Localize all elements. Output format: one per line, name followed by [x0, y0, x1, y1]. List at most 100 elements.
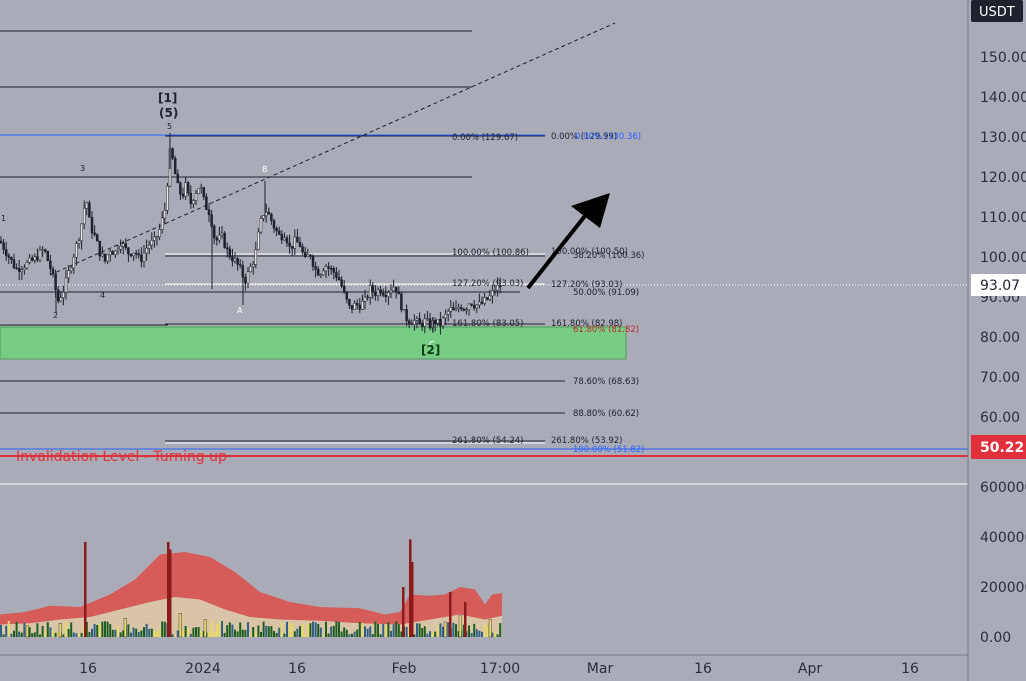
- volume-bar: [327, 633, 330, 637]
- volume-bar: [171, 634, 174, 637]
- volume-bar: [382, 623, 385, 637]
- candle-body: [467, 303, 471, 310]
- volume-bar: [475, 629, 478, 637]
- volume-bar: [353, 631, 356, 637]
- candle-body: [41, 249, 44, 251]
- volume-bar: [330, 626, 333, 637]
- candle-body: [69, 267, 73, 271]
- candle-body: [137, 253, 141, 256]
- volume-bar: [309, 623, 312, 637]
- volume-bar: [314, 622, 317, 637]
- volume-bar: [458, 615, 462, 638]
- price-tick-label: 150.00: [980, 50, 1026, 66]
- candle-body: [218, 234, 221, 241]
- last-price-label: 93.07: [980, 278, 1020, 294]
- volume-bar: [33, 632, 36, 637]
- fib-label: 261.80% (53.92): [551, 436, 623, 446]
- last-price-badge: [971, 274, 1026, 296]
- time-tick-label: 16: [694, 661, 712, 677]
- candle-body: [296, 236, 299, 243]
- fib-label: 100.00% (100.50): [551, 247, 628, 257]
- candle-body: [88, 202, 91, 218]
- candle-body: [23, 267, 26, 271]
- volume-tick-label: 0.00: [980, 630, 1011, 646]
- candle-body: [199, 187, 203, 189]
- time-axis: 16 2024 16 Feb 17:00 Mar 16 Apr 16: [0, 654, 968, 677]
- volume-bar: [215, 624, 218, 637]
- fib-label: 127.20% (93.03): [551, 280, 623, 290]
- candle-body: [114, 250, 117, 255]
- volume-bar: [119, 632, 122, 637]
- volume-bar: [411, 562, 414, 637]
- volume-bar: [54, 632, 57, 637]
- volume-bar: [78, 633, 80, 637]
- wave-label-4: 4: [100, 291, 105, 300]
- candle-body: [124, 243, 128, 249]
- candle-body: [246, 271, 250, 284]
- volume-bar: [234, 629, 236, 637]
- candle-body: [59, 297, 63, 302]
- candle-body: [288, 242, 291, 247]
- time-tick-label: Apr: [798, 661, 822, 677]
- candle-body: [181, 193, 185, 197]
- volume-bar: [254, 632, 257, 637]
- candle-body: [51, 268, 55, 274]
- candle-body: [129, 253, 133, 257]
- candle-body: [355, 303, 359, 306]
- volume-bar: [496, 634, 499, 637]
- volume-bar: [174, 634, 177, 637]
- candle-body: [426, 318, 429, 321]
- volume-bar: [93, 624, 96, 637]
- volume-bar: [426, 633, 429, 637]
- currency-label: USDT: [979, 5, 1015, 20]
- volume-bar: [483, 624, 486, 637]
- candle-body: [7, 255, 11, 258]
- wave-label-a: A: [237, 306, 243, 315]
- candle-body: [428, 318, 432, 329]
- time-tick-label: 16: [288, 661, 306, 677]
- candle-body: [324, 266, 328, 272]
- candle-body: [134, 252, 138, 255]
- volume-bar: [257, 625, 260, 637]
- candle-body: [72, 256, 76, 269]
- volume-bar: [332, 625, 335, 637]
- volume-bar: [123, 618, 127, 638]
- candle-body: [433, 320, 437, 324]
- volume-bar: [457, 631, 460, 637]
- volume-bar: [434, 631, 437, 637]
- wave-label-b: B: [262, 165, 268, 174]
- candle-body: [80, 223, 83, 242]
- volume-bar: [377, 624, 379, 637]
- price-tick-label: 140.00: [980, 90, 1026, 106]
- candle-body: [236, 258, 239, 265]
- volume-bar: [270, 626, 273, 637]
- candle-body: [472, 304, 476, 309]
- candle-body: [290, 245, 294, 249]
- candle-body: [379, 289, 382, 294]
- candle-body: [405, 309, 408, 321]
- candle-body: [350, 305, 354, 310]
- volume-bar: [150, 628, 153, 637]
- wave-label-c: C: [429, 340, 435, 349]
- fib-label: 100.00% (51.82): [573, 445, 645, 455]
- currency-badge: [971, 0, 1023, 22]
- volume-bar: [409, 539, 412, 637]
- candle-body: [238, 264, 242, 266]
- volume-bar: [351, 633, 353, 637]
- volume-bar: [62, 634, 65, 637]
- volume-tick-label: 400000: [980, 530, 1026, 546]
- candle-body: [132, 252, 135, 257]
- volume-bar: [70, 622, 73, 637]
- candle-body: [179, 182, 182, 195]
- candle-body: [90, 217, 94, 234]
- volume-bar: [197, 627, 200, 637]
- volume-bar: [291, 623, 294, 637]
- candle-body: [493, 290, 497, 292]
- time-tick-label: Mar: [587, 661, 614, 677]
- fib-label: 0.00% (130.36): [575, 132, 641, 142]
- candles: [0, 133, 502, 335]
- fib-label: 100.00% (100.86): [452, 248, 529, 258]
- volume-bar: [148, 628, 151, 637]
